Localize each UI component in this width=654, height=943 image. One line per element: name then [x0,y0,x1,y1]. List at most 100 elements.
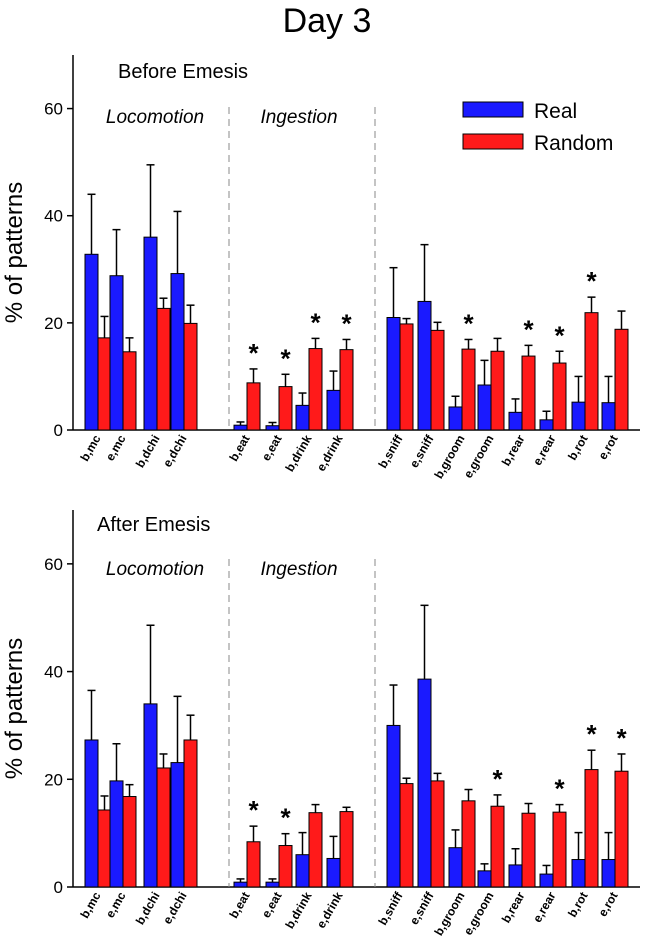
y-tick-label: 20 [44,770,63,789]
bar-random [156,307,171,431]
bar-random [399,783,414,888]
panel-title: Before Emesis [118,61,248,83]
category-label: b,drink [282,889,314,931]
y-tick-label: 40 [44,207,63,226]
bar-random [97,809,112,888]
bar-random [97,337,112,431]
bar-random [308,348,323,431]
group-label: Locomotion [106,107,204,128]
bar-random [278,845,293,888]
bar-random [490,350,505,431]
bar-random [490,805,505,888]
bar-real [539,873,554,888]
significance-marker: * [554,320,565,350]
bar-real [109,275,124,431]
y-tick-label: 60 [44,555,63,574]
bar-real [601,402,616,431]
bar-real [417,678,432,888]
bar-real [143,236,158,431]
significance-marker: * [586,266,597,296]
category-label: e,mc [103,889,129,920]
bar-real [601,859,616,888]
category-label: e,sniff [407,432,437,470]
bar-real [326,389,341,431]
bar-random [183,322,198,431]
category-label: e,drink [314,432,346,473]
category-label: e,sniff [407,889,437,927]
bar-random [246,841,261,888]
bar-random [521,355,536,431]
figure-title: Day 3 [282,2,372,40]
significance-marker: * [341,308,352,338]
y-tick-label: 0 [54,421,63,440]
bar-real [170,762,185,888]
category-label: e,rot [595,890,620,920]
bar-random [552,811,567,888]
bar-random [552,362,567,431]
bar-random [584,769,599,888]
significance-marker: * [463,308,474,338]
y-tick-label: 60 [44,100,63,119]
bar-random [399,323,414,431]
bar-real [477,384,492,431]
bar-real [326,857,341,888]
significance-marker: * [310,307,321,337]
legend-label: Real [534,100,577,123]
bar-real [295,404,310,431]
bar-real [571,859,586,888]
category-label: b,rear [499,889,528,925]
bar-real [508,864,523,888]
bar-random [430,329,445,431]
bar-real [295,854,310,888]
bar-real [571,401,586,431]
significance-marker: * [492,764,503,794]
significance-marker: * [616,723,627,753]
category-label: b,rear [499,432,528,468]
category-label: e,eat [259,433,285,464]
category-label: b,eat [226,433,252,464]
y-tick-label: 20 [44,314,63,333]
group-label: Ingestion [260,107,337,128]
bar-real [265,425,280,431]
bar-real [417,300,432,431]
category-label: e,dchi [160,433,189,470]
category-label: b,mc [77,889,103,921]
bar-random [339,811,354,888]
bar-real [233,881,248,888]
bar-random [246,382,261,431]
category-label: e,eat [259,890,285,921]
bar-real [477,870,492,888]
bar-real [508,411,523,431]
bar-real [143,703,158,888]
bar-random [339,349,354,431]
bar-random [584,312,599,431]
bar-real [386,724,401,888]
category-label: b,sniff [375,432,406,471]
bar-real [448,847,463,888]
bar-real [84,739,99,888]
bar-real [448,406,463,431]
group-label: Ingestion [260,559,337,580]
category-label: b,mc [77,432,103,464]
category-label: b,dchi [133,890,163,928]
legend-label: Random [534,132,613,155]
bar-random [156,767,171,888]
bar-real [386,317,401,431]
bar-random [122,796,137,888]
category-label: b,eat [226,890,252,921]
bar-random [278,386,293,431]
y-tick-label: 40 [44,663,63,682]
category-label: b,rot [565,433,590,463]
legend-swatch-random [462,133,524,150]
bar-real [265,881,280,888]
category-label: e,drink [314,889,346,930]
bar-real [233,424,248,431]
significance-marker: * [523,314,534,344]
bar-real [84,253,99,431]
bar-random [461,348,476,431]
bar-random [614,770,629,888]
bar-random [308,812,323,888]
bar-random [461,800,476,888]
bar-random [614,328,629,431]
